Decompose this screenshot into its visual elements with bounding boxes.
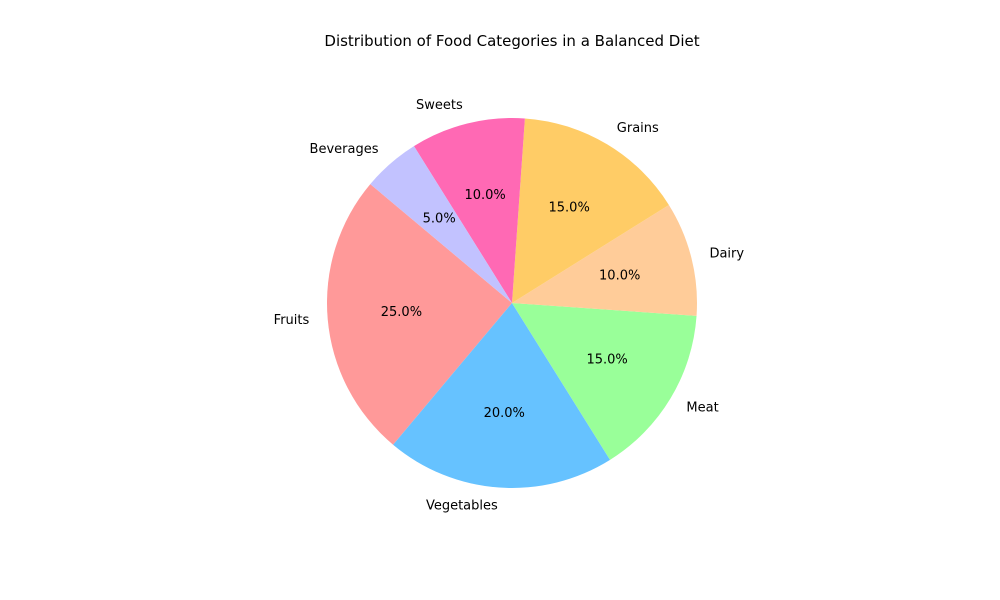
pie-slices (326, 117, 698, 489)
slice-label-meat: Meat (686, 400, 718, 415)
chart-title: Distribution of Food Categories in a Bal… (324, 32, 699, 50)
pie-slice-fruits (326, 184, 512, 445)
slice-label-dairy: Dairy (709, 246, 744, 261)
slice-label-vegetables: Vegetables (426, 499, 498, 514)
slice-label-sweets: Sweets (416, 98, 463, 113)
slice-label-beverages: Beverages (310, 142, 379, 157)
pie-slice-vegetables (393, 303, 611, 489)
pie-slice-dairy (512, 204, 698, 316)
pie-slice-grains (512, 118, 669, 303)
slice-label-grains: Grains (617, 121, 659, 136)
slice-percent-vegetables: 20.0% (484, 406, 525, 421)
slice-percent-dairy: 10.0% (599, 269, 640, 284)
slice-percent-grains: 15.0% (549, 200, 590, 215)
pie-slice-sweets (413, 117, 525, 303)
slice-percent-sweets: 10.0% (464, 188, 505, 203)
slice-percent-fruits: 25.0% (381, 305, 422, 320)
slice-percent-beverages: 5.0% (423, 212, 456, 227)
pie-slice-beverages (370, 146, 512, 303)
pie-labels: Fruits 25.0% Vegetables 20.0% Meat 15.0% Dairy… (274, 98, 745, 513)
slice-label-fruits: Fruits (274, 313, 310, 328)
pie-slice-meat (512, 303, 697, 460)
slice-percent-meat: 15.0% (586, 353, 627, 368)
